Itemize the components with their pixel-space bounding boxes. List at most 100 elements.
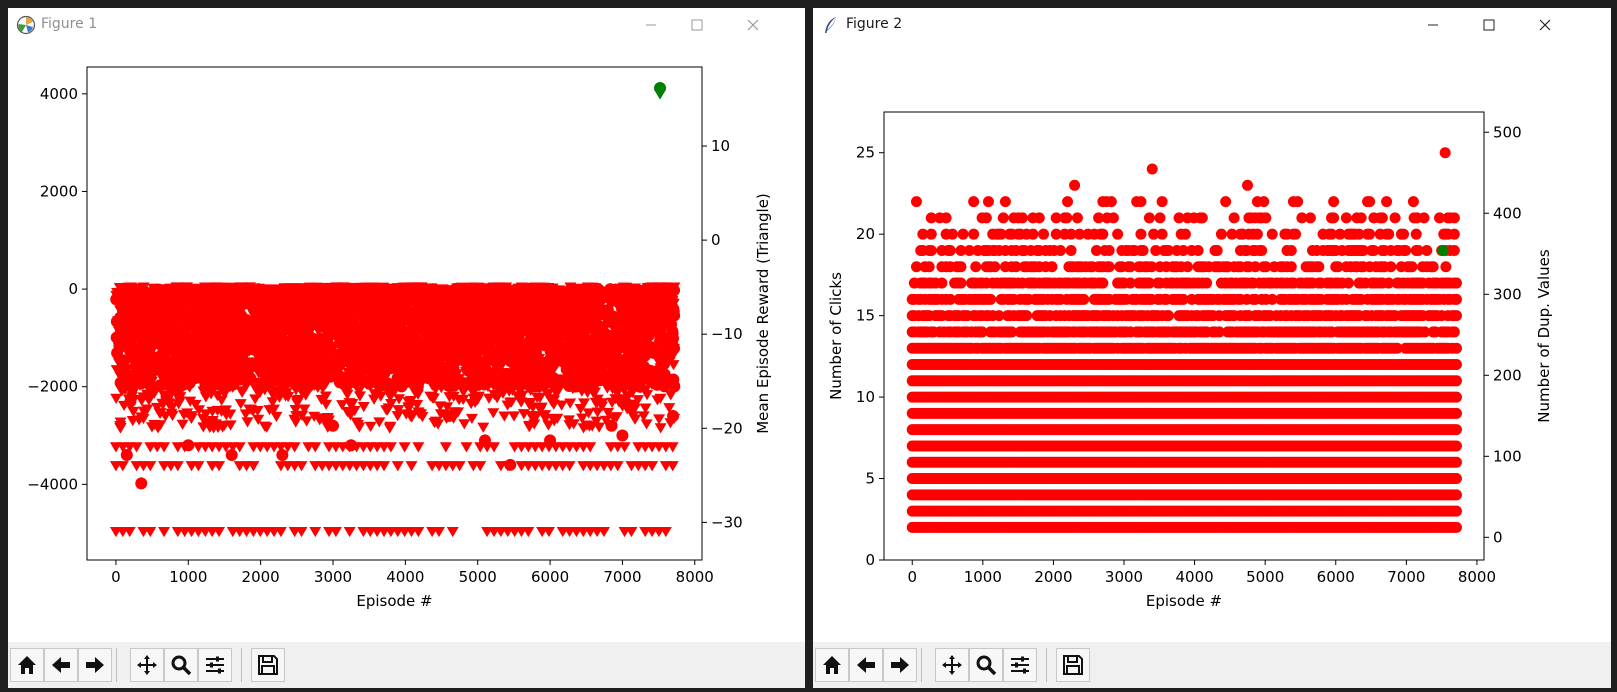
triangle-point [224, 409, 237, 420]
configure-subplots-button[interactable] [198, 648, 232, 682]
circle-point [523, 347, 536, 360]
circle-point [667, 305, 680, 318]
pan-button[interactable] [130, 648, 164, 682]
minimize-icon [1428, 24, 1438, 26]
circle-point [632, 374, 645, 387]
figure-canvas[interactable]: 0 1000 2000 3000 4000 5000 6000 7000 8000 −4000 −2… [8, 42, 805, 642]
minimize-button[interactable] [1410, 8, 1456, 42]
circle-point [524, 333, 537, 346]
y-tick-label: 4000 [40, 85, 78, 103]
circle-point [261, 284, 274, 297]
circle-point [131, 285, 144, 298]
home-button[interactable] [10, 648, 44, 682]
circle-point [144, 327, 157, 340]
triangle-point [319, 391, 332, 402]
close-button[interactable] [730, 8, 776, 42]
circle-point [244, 372, 257, 385]
triangle-point [267, 404, 280, 415]
circle-point [351, 323, 364, 336]
triangle-point [666, 442, 679, 453]
triangle-point [663, 403, 676, 414]
triangle-point [288, 442, 301, 453]
circle-point [605, 357, 618, 370]
circle-point [277, 343, 290, 356]
triangle-point [364, 421, 377, 432]
maximize-icon [691, 19, 703, 31]
circle-point [291, 308, 304, 321]
circle-point [502, 310, 515, 323]
triangle-point [551, 413, 564, 425]
triangle-point [384, 442, 397, 453]
circle-point [459, 332, 472, 345]
minimize-button[interactable] [628, 8, 674, 42]
zoom-button[interactable] [164, 648, 198, 682]
triangle-point [378, 461, 391, 472]
home-icon [18, 656, 36, 674]
circle-point [349, 304, 362, 317]
triangle-point [511, 391, 524, 402]
circle-point [124, 370, 137, 383]
triangle-point [542, 420, 555, 431]
triangle-point [289, 405, 302, 416]
circle-point [384, 335, 397, 348]
triangle-point [280, 388, 293, 399]
triangle-point [659, 526, 672, 538]
triangle-point [165, 408, 178, 419]
circle-point [554, 302, 567, 315]
triangle-point [646, 461, 659, 472]
triangle-point [357, 402, 370, 413]
triangle-point [446, 526, 459, 538]
triangle-point [252, 414, 265, 425]
forward-button[interactable] [78, 648, 112, 682]
triangle-point [580, 420, 593, 431]
back-button[interactable] [44, 648, 78, 682]
triangle-point [270, 411, 283, 423]
circle-point [212, 336, 225, 349]
circle-point [291, 359, 304, 372]
circle-point [377, 379, 390, 392]
circle-point [261, 320, 274, 333]
triangle-point [215, 406, 228, 417]
title-bar[interactable]: Figure 1 [8, 8, 805, 42]
triangle-point [213, 526, 226, 538]
x-tick-label: 6000 [531, 568, 569, 586]
triangle-point [151, 402, 164, 414]
triangle-point [158, 442, 171, 453]
maximize-button[interactable] [1466, 8, 1512, 42]
circle-point [245, 284, 258, 297]
y-tick-label: 0 [68, 280, 78, 298]
circle-point [346, 356, 359, 369]
y-right-axis-label: Number of Dup. Values [1535, 249, 1553, 423]
circle-point [615, 311, 628, 324]
circle-point [378, 346, 391, 359]
triangle-point [563, 415, 576, 426]
triangle-point [114, 423, 127, 434]
circle-point [234, 311, 247, 324]
circle-point [553, 325, 566, 338]
toolbar-separator [116, 648, 117, 682]
triangle-point [632, 395, 645, 406]
save-button[interactable] [251, 648, 285, 682]
close-button[interactable] [1522, 8, 1568, 42]
triangle-point [593, 422, 606, 433]
triangle-point [412, 526, 425, 538]
maximize-button[interactable] [674, 8, 720, 42]
circle-point [223, 315, 236, 328]
title-bar[interactable]: Figure 2 [813, 8, 1611, 42]
triangle-point [241, 417, 254, 428]
triangle-point [130, 442, 143, 453]
triangle-point [233, 442, 246, 453]
circle-point [314, 289, 327, 302]
triangle-point [664, 390, 677, 401]
circle-point [323, 340, 336, 353]
y-right-tick-label: 10 [711, 137, 730, 155]
circle-point [611, 367, 624, 380]
triangle-point [600, 415, 613, 426]
triangle-point [415, 409, 428, 420]
x-tick-label: 0 [111, 568, 121, 586]
circle-point [504, 295, 517, 308]
y-right-tick-label: 0 [1493, 528, 1503, 546]
circle-point [491, 378, 504, 391]
scatter-points-layer [109, 81, 681, 538]
figure-canvas[interactable]: 0 1000 2000 3000 4000 5000 6000 7000 8000 0 5 10 15 2… [813, 42, 1611, 642]
